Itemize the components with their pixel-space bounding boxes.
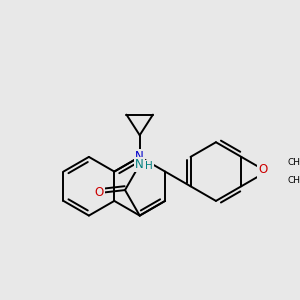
Text: H: H bbox=[145, 161, 153, 171]
Text: N: N bbox=[135, 150, 144, 164]
Text: N: N bbox=[135, 158, 144, 171]
Text: O: O bbox=[94, 186, 103, 199]
Text: O: O bbox=[258, 167, 268, 180]
Text: O: O bbox=[258, 163, 268, 176]
Text: CH₃: CH₃ bbox=[287, 158, 300, 167]
Text: CH₃: CH₃ bbox=[287, 176, 300, 185]
